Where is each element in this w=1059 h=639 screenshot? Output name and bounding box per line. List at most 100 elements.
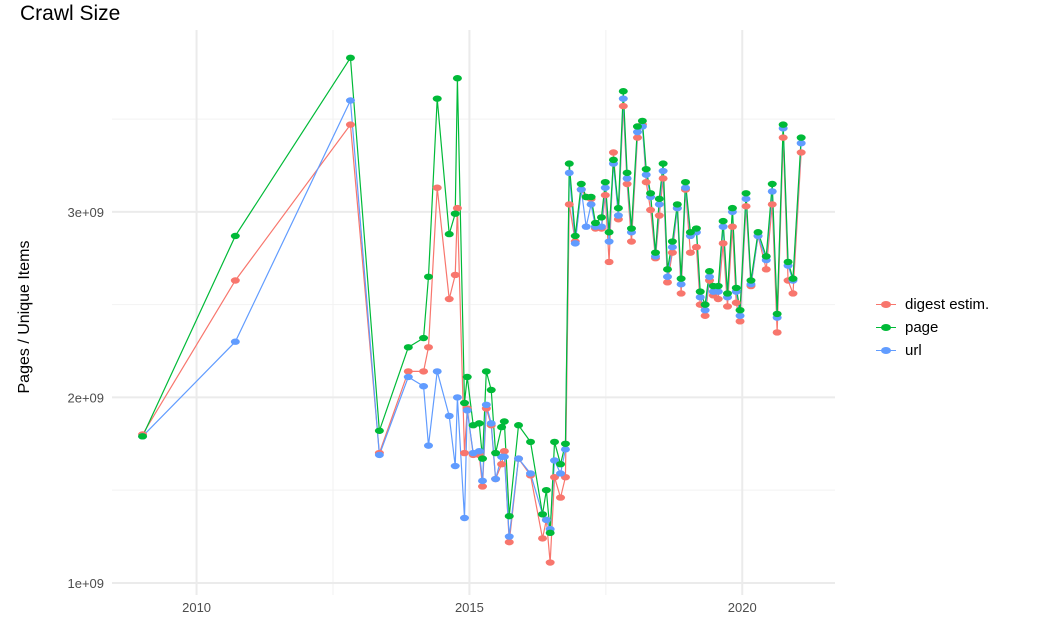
data-point	[478, 483, 488, 490]
data-point	[608, 156, 618, 164]
data-point	[560, 446, 570, 453]
data-point	[727, 223, 737, 230]
data-point	[444, 412, 454, 420]
data-point	[761, 253, 771, 260]
data-point	[452, 394, 462, 401]
legend-label: digest estim.	[905, 296, 990, 313]
legend: digest estim. page url	[875, 293, 989, 362]
data-point	[596, 214, 606, 221]
legend-label: page	[905, 319, 939, 336]
data-point	[767, 188, 777, 195]
data-point	[497, 423, 507, 431]
data-point	[767, 180, 777, 188]
data-point	[541, 486, 551, 494]
data-point	[604, 238, 614, 245]
data-point	[564, 160, 574, 167]
data-point	[576, 180, 586, 188]
data-point	[723, 290, 733, 297]
data-point	[230, 277, 240, 284]
data-point	[626, 238, 636, 245]
x-tick-label: 2015	[455, 600, 484, 615]
data-point	[604, 258, 614, 266]
data-point	[662, 273, 672, 280]
data-point	[570, 240, 580, 247]
data-point	[723, 303, 733, 310]
data-point	[478, 477, 488, 485]
data-point	[741, 195, 751, 203]
data-point	[735, 318, 745, 325]
data-point	[613, 204, 623, 212]
data-point	[604, 229, 614, 236]
legend-key-icon	[875, 342, 897, 359]
data-point	[504, 512, 514, 520]
data-point	[586, 193, 596, 201]
data-point	[622, 175, 632, 182]
data-point	[504, 533, 514, 540]
data-point	[444, 295, 454, 303]
data-point	[556, 460, 566, 468]
x-tick-label: 2010	[182, 600, 211, 615]
data-point	[570, 232, 580, 240]
data-point	[667, 249, 677, 256]
data-point	[658, 160, 668, 167]
data-point	[419, 368, 429, 375]
data-point	[230, 232, 240, 240]
data-point	[704, 273, 714, 280]
data-point	[713, 295, 723, 303]
data-point	[230, 338, 240, 345]
x-tick-label: 2020	[728, 600, 757, 615]
data-point	[753, 229, 763, 236]
data-point	[650, 249, 660, 256]
data-point	[462, 407, 472, 414]
data-point	[403, 373, 413, 381]
data-point	[474, 420, 484, 427]
data-point	[637, 117, 647, 125]
data-point	[526, 470, 536, 477]
data-point	[796, 134, 806, 141]
data-point	[727, 204, 737, 212]
data-point	[450, 271, 460, 279]
data-point	[478, 455, 488, 462]
data-point	[459, 449, 469, 457]
data-point	[345, 97, 355, 104]
data-point	[403, 344, 413, 351]
data-point	[741, 190, 751, 197]
data-point	[596, 223, 606, 230]
data-point	[499, 447, 509, 455]
data-point	[632, 128, 642, 136]
data-point	[704, 268, 714, 275]
chart-title: Crawl Size	[20, 2, 121, 25]
data-point	[691, 243, 701, 251]
data-point	[618, 88, 628, 95]
data-point	[452, 75, 462, 82]
data-point	[735, 312, 745, 319]
data-point	[403, 368, 413, 375]
data-point	[680, 178, 690, 186]
data-point	[423, 442, 433, 449]
legend-item: url	[875, 339, 989, 362]
data-point	[491, 449, 501, 457]
data-point	[788, 275, 798, 282]
data-point	[622, 180, 632, 188]
data-point	[676, 281, 686, 288]
y-tick-label: 1e+09	[67, 576, 104, 591]
data-point	[613, 212, 623, 219]
data-point	[685, 229, 695, 236]
data-point	[514, 455, 524, 462]
data-point	[654, 212, 664, 219]
data-point	[600, 191, 610, 199]
data-point	[526, 438, 536, 446]
data-point	[695, 293, 705, 301]
data-point	[778, 134, 788, 141]
data-point	[718, 223, 728, 230]
data-point	[514, 422, 524, 429]
data-point	[662, 279, 672, 286]
data-point	[550, 473, 560, 481]
legend-item: page	[875, 316, 989, 339]
data-point	[541, 516, 551, 524]
data-point	[622, 169, 632, 177]
data-point	[491, 475, 501, 483]
data-point	[691, 225, 701, 232]
data-point	[718, 240, 728, 247]
